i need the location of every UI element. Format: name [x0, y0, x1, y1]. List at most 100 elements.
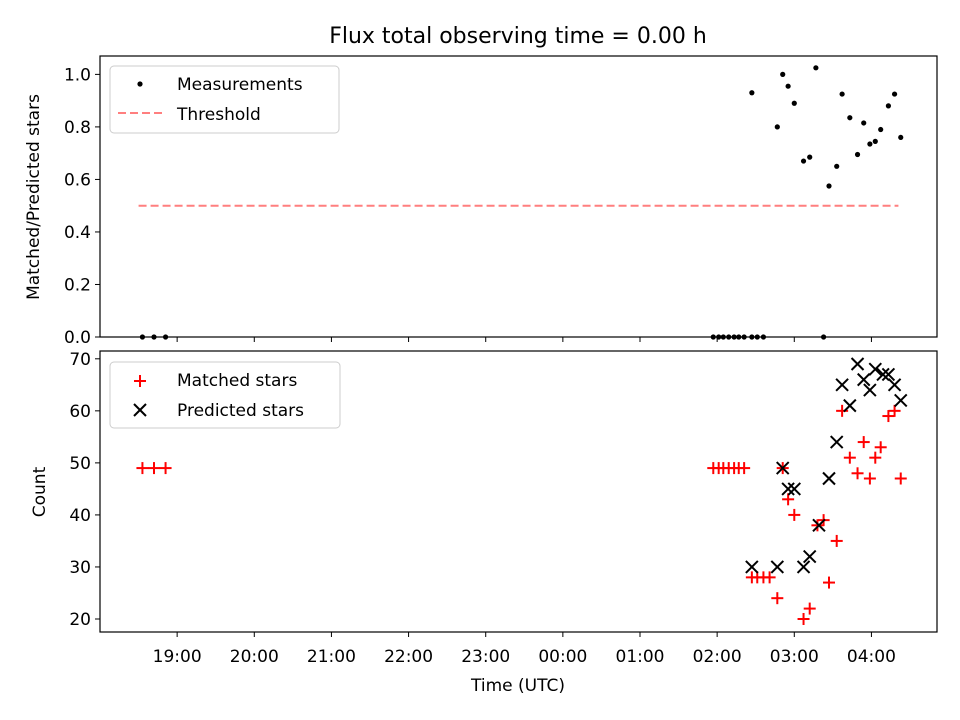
matched-star-point: [788, 508, 801, 521]
measurement-point: [847, 115, 853, 121]
measurement-point: [898, 134, 904, 141]
measurement-point: [834, 163, 840, 169]
matched-star-point: [782, 493, 795, 506]
measurement-point: [749, 90, 755, 96]
measurement-point: [891, 91, 898, 97]
measurement-point: [785, 83, 791, 89]
bottom-y-tick-label: 60: [69, 402, 91, 422]
bottom-plot-frame: [99, 350, 938, 633]
bottom-y-tick-label: 70: [69, 350, 91, 370]
measurement-point: [854, 151, 861, 158]
x-tick-label: 22:00: [384, 647, 433, 667]
x-tick-label: 20:00: [230, 647, 279, 667]
predicted-star-point: [830, 435, 844, 449]
x-tick-label: 23:00: [461, 647, 510, 667]
predicted-star-point: [843, 398, 857, 413]
bottom-y-axis-label: Count: [30, 466, 50, 517]
top-y-axis-label: Matched/Predicted stars: [24, 94, 44, 300]
x-tick-label: 03:00: [770, 647, 819, 667]
predicted-star-point: [876, 367, 890, 382]
matched-star-point: [738, 462, 751, 475]
matched-star-point: [823, 576, 835, 589]
x-tick-label: 01:00: [616, 647, 665, 667]
bottom-data-marks: [136, 357, 908, 625]
measurement-point: [813, 65, 819, 71]
measurement-point: [807, 154, 813, 160]
matched-star-point: [136, 462, 149, 475]
legend-marker-predicted-stars: [133, 403, 147, 417]
matched-star-point: [863, 472, 876, 485]
bottom-y-tick-label: 30: [69, 558, 91, 578]
matched-star-point: [869, 451, 882, 464]
matched-star-point: [763, 571, 776, 584]
matched-star-point: [851, 467, 864, 480]
bottom-y-tick-label: 20: [69, 610, 91, 630]
legend-marker-measurements: [137, 81, 143, 87]
x-tick-label: 00:00: [538, 647, 587, 667]
predicted-star-point: [776, 461, 790, 475]
x-axis-label: Time (UTC): [470, 676, 565, 696]
legend-marker-matched-stars: [134, 375, 146, 387]
top-y-tick-label: 1.0: [64, 65, 91, 85]
top-y-tick-label: 0.0: [64, 328, 91, 348]
top-legend: Measurements Threshold: [109, 65, 340, 134]
measurement-point: [800, 158, 807, 164]
measurement-point: [878, 126, 884, 133]
predicted-star-point: [812, 518, 826, 533]
predicted-star-point: [857, 372, 871, 387]
top-data-marks: [138, 65, 904, 340]
bottom-y-tick-label: 50: [69, 454, 91, 474]
top-y-tick-label: 0.8: [64, 118, 91, 138]
top-plot-frame: [99, 55, 938, 338]
predicted-star-point: [822, 471, 836, 486]
measurement-point: [774, 124, 780, 130]
bottom-axis-ticks: 20 30 40 50 60 70 19:00 20:00 21:00 22:00 23:00 00:…: [69, 350, 896, 667]
legend-label-threshold: Threshold: [176, 105, 261, 125]
measurement-point: [861, 120, 867, 126]
matched-star-point: [771, 592, 784, 605]
x-tick-label: 19:00: [153, 647, 202, 667]
predicted-star-point: [796, 560, 811, 574]
chart-title: Flux total observing time = 0.00 h: [329, 24, 707, 49]
matched-star-point: [811, 519, 824, 532]
measurement-point: [791, 100, 797, 106]
x-tick-label: 21:00: [307, 647, 356, 667]
predicted-star-point: [850, 357, 865, 371]
predicted-star-point: [770, 560, 785, 574]
measurement-point: [867, 141, 873, 147]
matched-star-point: [843, 451, 856, 464]
measurement-point: [885, 103, 892, 109]
x-tick-label: 04:00: [847, 647, 896, 667]
top-y-tick-label: 0.4: [64, 223, 91, 243]
bottom-legend: Matched stars Predicted stars: [109, 361, 341, 429]
matched-star-point: [882, 410, 895, 423]
predicted-star-point: [881, 367, 896, 382]
measurement-point: [780, 71, 786, 77]
predicted-star-point: [894, 393, 908, 408]
predicted-star-point: [835, 378, 849, 392]
matched-star-point: [888, 404, 901, 417]
matched-star-point: [148, 462, 160, 475]
matched-star-point: [830, 534, 843, 547]
predicted-star-point: [781, 482, 795, 496]
legend-label-measurements: Measurements: [177, 75, 303, 95]
predicted-star-point: [787, 482, 801, 496]
predicted-star-point: [887, 378, 902, 392]
measurement-point: [826, 183, 832, 189]
x-tick-label: 02:00: [693, 647, 742, 667]
top-y-tick-label: 0.2: [64, 275, 91, 295]
predicted-star-point: [745, 560, 759, 574]
predicted-star-point: [863, 383, 877, 397]
top-axis-ticks: 0.0 0.2 0.4 0.6 0.8 1.0: [64, 65, 872, 348]
measurement-point: [839, 91, 845, 97]
matched-star-point: [874, 441, 887, 454]
legend-label-predicted-stars: Predicted stars: [177, 401, 304, 421]
matched-star-point: [836, 404, 849, 417]
matched-star-point: [159, 462, 172, 475]
matched-star-point: [857, 436, 870, 449]
matched-star-point: [894, 472, 907, 485]
matched-star-point: [797, 612, 810, 625]
predicted-star-point: [868, 362, 882, 376]
measurement-point: [872, 138, 878, 144]
